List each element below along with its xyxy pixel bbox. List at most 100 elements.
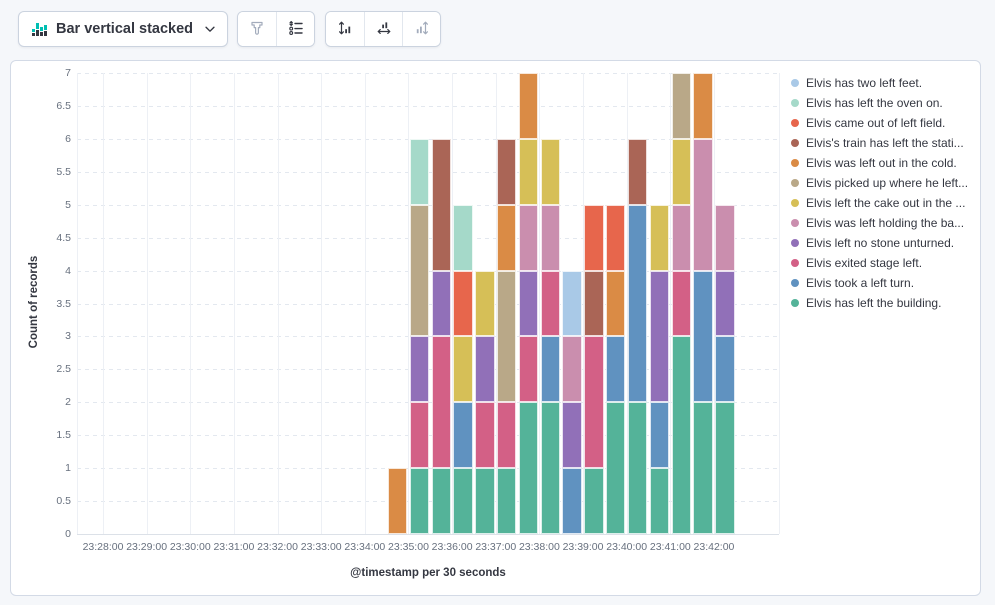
legend-item[interactable]: Elvis exited stage left. [789,253,975,273]
bar-segment[interactable] [628,205,647,403]
legend-item[interactable]: Elvis was left out in the cold. [789,153,975,173]
bar-segment[interactable] [497,402,516,468]
bar-segment[interactable] [584,205,603,271]
bar-segment[interactable] [672,139,691,205]
legend-button[interactable] [276,12,314,46]
bar-segment[interactable] [519,73,538,139]
legend-item[interactable]: Elvis picked up where he left... [789,173,975,193]
bar-segment[interactable] [541,402,560,534]
legend-label: Elvis left the cake out in the ... [806,196,965,210]
bar-segment[interactable] [672,205,691,271]
bar-segment[interactable] [432,271,451,337]
legend-item[interactable]: Elvis took a left turn. [789,273,975,293]
bar-segment[interactable] [475,336,494,402]
bar-segment[interactable] [541,336,560,402]
bar-segment[interactable] [519,205,538,271]
bar-segment[interactable] [541,271,560,337]
bar-segment[interactable] [650,402,669,468]
bar-segment[interactable] [388,468,407,534]
bar-segment[interactable] [453,468,472,534]
bar-segment[interactable] [453,336,472,402]
bar-segment[interactable] [432,139,451,271]
bar-segment[interactable] [562,468,581,534]
legend-item[interactable]: Elvis left no stone unturned. [789,233,975,253]
bar-segment[interactable] [432,336,451,468]
bar-segment[interactable] [693,402,712,534]
bar-segment[interactable] [453,402,472,468]
legend-item[interactable]: Elvis has two left feet. [789,73,975,93]
bar-segment[interactable] [497,139,516,205]
bar-segment[interactable] [693,139,712,271]
bar-segment[interactable] [410,139,429,205]
y-tick-label: 0.5 [27,495,71,507]
y-tick-label: 1.5 [27,429,71,441]
bar-segment[interactable] [606,271,625,337]
bar-segment[interactable] [693,271,712,403]
bar-segment[interactable] [715,402,734,534]
bar-segment[interactable] [519,271,538,337]
legend-item[interactable]: Elvis has left the oven on. [789,93,975,113]
gridline [147,73,148,534]
bar-segment[interactable] [475,468,494,534]
bar-segment[interactable] [475,271,494,337]
bar-segment[interactable] [715,271,734,337]
axis-bottom-button[interactable] [364,12,402,46]
bar-segment[interactable] [453,271,472,337]
y-tick-label: 0 [27,528,71,540]
bar-segment[interactable] [562,402,581,468]
legend-color-dot [791,179,799,187]
bar-segment[interactable] [497,205,516,271]
bar-segment[interactable] [650,271,669,403]
bar-segment[interactable] [519,139,538,205]
axis-left-button[interactable] [326,12,364,46]
bar-segment[interactable] [410,205,429,337]
bar-segment[interactable] [410,468,429,534]
legend-color-dot [791,79,799,87]
gridline [779,73,780,534]
legend-label: Elvis exited stage left. [806,256,922,270]
bar-segment[interactable] [562,271,581,337]
bar-segment[interactable] [562,336,581,402]
bar-segment[interactable] [606,205,625,271]
bar-segment[interactable] [497,468,516,534]
legend-color-dot [791,119,799,127]
bar-segment[interactable] [628,139,647,205]
legend-item[interactable]: Elvis came out of left field. [789,113,975,133]
bar-segment[interactable] [715,205,734,271]
bar-segment[interactable] [541,139,560,205]
x-tick-label: 23:42:00 [686,541,742,553]
legend-item[interactable]: Elvis has left the building. [789,293,975,313]
bar-segment[interactable] [693,73,712,139]
bar-segment[interactable] [410,402,429,468]
legend-item[interactable]: Elvis was left holding the ba... [789,213,975,233]
legend-item[interactable]: Elvis left the cake out in the ... [789,193,975,213]
bar-segment[interactable] [628,402,647,534]
bar-segment[interactable] [519,336,538,402]
bar-segment[interactable] [475,402,494,468]
bar-segment[interactable] [715,336,734,402]
bar-segment[interactable] [584,468,603,534]
bar-segment[interactable] [650,205,669,271]
chart-type-dropdown[interactable]: Bar vertical stacked [18,11,228,47]
bar-segment[interactable] [672,271,691,337]
bar-segment[interactable] [606,336,625,402]
brush-button[interactable] [238,12,276,46]
bar-segment[interactable] [650,468,669,534]
legend-list-icon [288,20,304,39]
bar-segment[interactable] [672,336,691,534]
bar-segment[interactable] [541,205,560,271]
bar-segment[interactable] [584,271,603,337]
legend-color-dot [791,299,799,307]
bar-segment[interactable] [606,402,625,534]
bar-segment[interactable] [497,271,516,403]
bar-segment[interactable] [432,468,451,534]
bar-segment[interactable] [672,73,691,139]
bar-segment[interactable] [519,402,538,534]
bar-segment[interactable] [584,336,603,468]
bar-segment[interactable] [410,336,429,402]
bar-segment[interactable] [453,205,472,271]
legend-color-dot [791,259,799,267]
legend-label: Elvis was left holding the ba... [806,216,964,230]
axis-right-button[interactable] [402,12,440,46]
legend-item[interactable]: Elvis's train has left the stati... [789,133,975,153]
